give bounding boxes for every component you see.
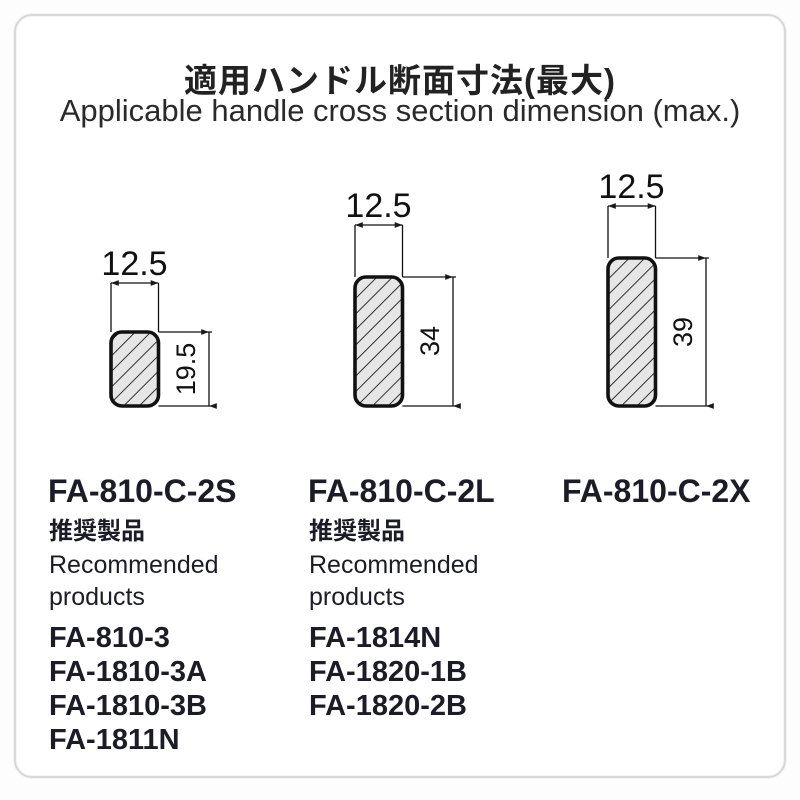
svg-text:12.5: 12.5 — [101, 245, 167, 283]
svg-text:12.5: 12.5 — [345, 187, 411, 225]
svg-text:39: 39 — [668, 317, 698, 347]
svg-text:19.5: 19.5 — [171, 343, 201, 396]
svg-text:12.5: 12.5 — [598, 168, 664, 206]
svg-text:34: 34 — [415, 326, 445, 356]
